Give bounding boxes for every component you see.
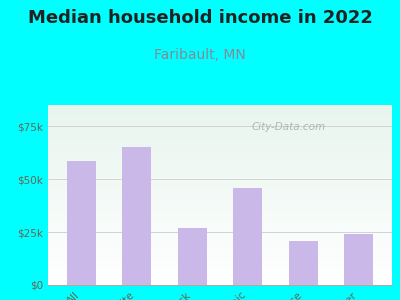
Bar — [233, 188, 262, 285]
Bar — [122, 147, 151, 285]
Bar — [289, 241, 318, 285]
Text: Faribault, MN: Faribault, MN — [154, 48, 246, 62]
Text: Median household income in 2022: Median household income in 2022 — [28, 9, 372, 27]
Bar — [67, 161, 96, 285]
Bar — [344, 234, 373, 285]
Text: City-Data.com: City-Data.com — [252, 122, 326, 132]
Bar — [178, 228, 207, 285]
